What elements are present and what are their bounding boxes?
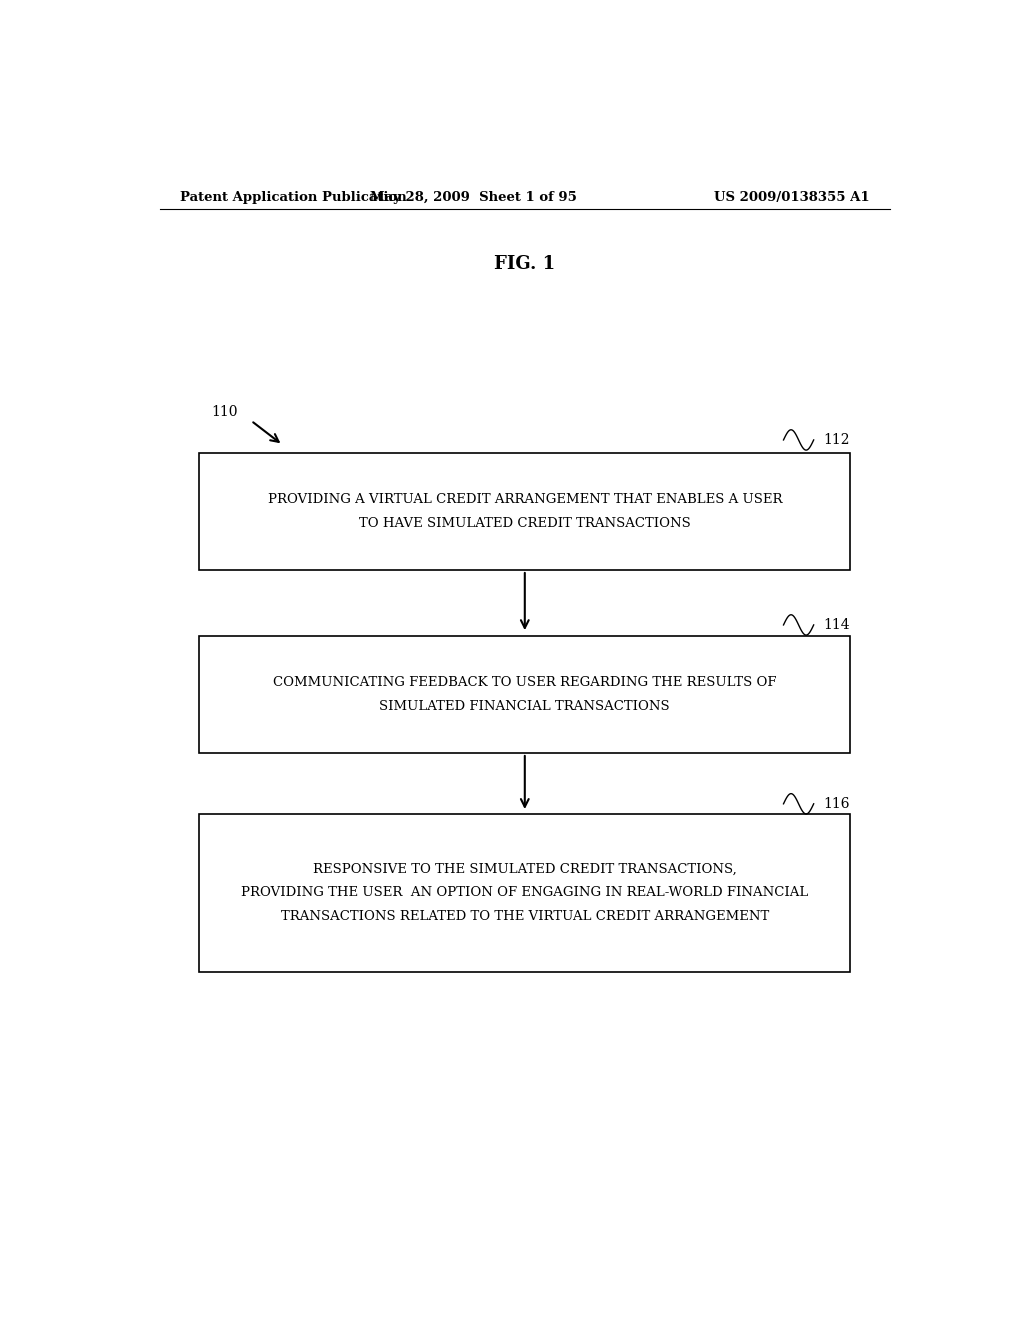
- Text: TO HAVE SIMULATED CREDIT TRANSACTIONS: TO HAVE SIMULATED CREDIT TRANSACTIONS: [359, 517, 690, 529]
- Bar: [200, 636, 850, 752]
- Text: PROVIDING A VIRTUAL CREDIT ARRANGEMENT THAT ENABLES A USER: PROVIDING A VIRTUAL CREDIT ARRANGEMENT T…: [267, 494, 782, 507]
- Text: SIMULATED FINANCIAL TRANSACTIONS: SIMULATED FINANCIAL TRANSACTIONS: [380, 700, 670, 713]
- Text: 112: 112: [823, 433, 850, 447]
- Text: COMMUNICATING FEEDBACK TO USER REGARDING THE RESULTS OF: COMMUNICATING FEEDBACK TO USER REGARDING…: [273, 676, 776, 689]
- Bar: [200, 814, 850, 972]
- Text: 114: 114: [823, 618, 850, 632]
- Text: Patent Application Publication: Patent Application Publication: [179, 190, 407, 203]
- Text: May 28, 2009  Sheet 1 of 95: May 28, 2009 Sheet 1 of 95: [370, 190, 577, 203]
- Text: FIG. 1: FIG. 1: [495, 255, 555, 273]
- Text: TRANSACTIONS RELATED TO THE VIRTUAL CREDIT ARRANGEMENT: TRANSACTIONS RELATED TO THE VIRTUAL CRED…: [281, 909, 769, 923]
- Text: PROVIDING THE USER  AN OPTION OF ENGAGING IN REAL-WORLD FINANCIAL: PROVIDING THE USER AN OPTION OF ENGAGING…: [242, 886, 808, 899]
- Text: 116: 116: [823, 797, 850, 810]
- Bar: [200, 453, 850, 570]
- Text: US 2009/0138355 A1: US 2009/0138355 A1: [715, 190, 870, 203]
- Text: 110: 110: [211, 405, 238, 420]
- Text: RESPONSIVE TO THE SIMULATED CREDIT TRANSACTIONS,: RESPONSIVE TO THE SIMULATED CREDIT TRANS…: [313, 863, 736, 876]
